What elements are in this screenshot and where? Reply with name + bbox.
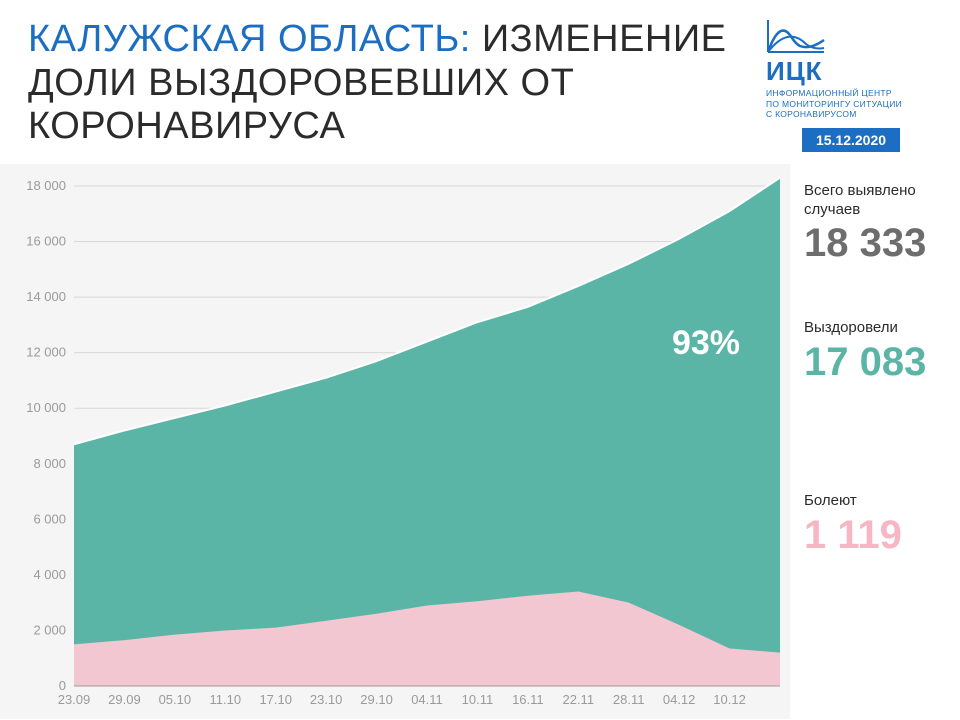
svg-text:11.10: 11.10 xyxy=(209,692,241,707)
stat-value: 18 333 xyxy=(804,223,960,263)
header: КАЛУЖСКАЯ ОБЛАСТЬ: ИЗМЕНЕНИЕ ДОЛИ ВЫЗДОР… xyxy=(0,0,960,164)
svg-text:10.11: 10.11 xyxy=(462,692,494,707)
svg-text:04.12: 04.12 xyxy=(663,692,696,707)
title-highlight: КАЛУЖСКАЯ ОБЛАСТЬ: xyxy=(28,18,471,60)
svg-text:28.11: 28.11 xyxy=(613,692,645,707)
stat-label: Выздоровели xyxy=(804,319,960,338)
stat-block: Болеют 1 119 xyxy=(804,492,960,555)
svg-text:10 000: 10 000 xyxy=(26,400,66,415)
stat-block: Всего выявлено случаев18 333 xyxy=(804,182,960,264)
svg-text:23.10: 23.10 xyxy=(310,692,343,707)
stat-block: Выздоровели 17 083 xyxy=(804,319,960,382)
svg-text:16.11: 16.11 xyxy=(512,692,544,707)
stat-label: Болеют xyxy=(804,492,960,511)
chart-svg: 0 2 000 4 000 6 000 8 000 10 000 12 000 14 000 1… xyxy=(0,164,790,719)
svg-text:0: 0 xyxy=(59,678,66,693)
svg-text:23.09: 23.09 xyxy=(58,692,91,707)
stats-column: Всего выявлено случаев18 333 Выздоровели 1… xyxy=(790,164,960,719)
logo-sub-line: С КОРОНАВИРУСОМ xyxy=(766,109,902,120)
percent-label: 93% xyxy=(672,324,740,363)
svg-text:6 000: 6 000 xyxy=(33,511,66,526)
svg-text:10.12: 10.12 xyxy=(713,692,746,707)
svg-text:8 000: 8 000 xyxy=(33,456,66,471)
svg-text:05.10: 05.10 xyxy=(159,692,192,707)
svg-text:29.10: 29.10 xyxy=(360,692,393,707)
svg-text:29.09: 29.09 xyxy=(108,692,141,707)
logo-block: ИЦК ИНФОРМАЦИОННЫЙ ЦЕНТР ПО МОНИТОРИНГУ … xyxy=(766,18,936,152)
svg-text:17.10: 17.10 xyxy=(259,692,292,707)
stat-label: Всего выявлено случаев xyxy=(804,182,960,220)
svg-text:14 000: 14 000 xyxy=(26,289,66,304)
logo-sub-line: ПО МОНИТОРИНГУ СИТУАЦИИ xyxy=(766,99,902,110)
logo-abbrev: ИЦК xyxy=(766,58,823,84)
chart-logo-icon xyxy=(766,18,826,54)
body: 0 2 000 4 000 6 000 8 000 10 000 12 000 14 000 1… xyxy=(0,164,960,719)
svg-text:18 000: 18 000 xyxy=(26,178,66,193)
logo-subtitle: ИНФОРМАЦИОННЫЙ ЦЕНТР ПО МОНИТОРИНГУ СИТУ… xyxy=(766,88,902,120)
logo-sub-line: ИНФОРМАЦИОННЫЙ ЦЕНТР xyxy=(766,88,902,99)
svg-text:12 000: 12 000 xyxy=(26,345,66,360)
page-title: КАЛУЖСКАЯ ОБЛАСТЬ: ИЗМЕНЕНИЕ ДОЛИ ВЫЗДОР… xyxy=(28,18,766,149)
title-block: КАЛУЖСКАЯ ОБЛАСТЬ: ИЗМЕНЕНИЕ ДОЛИ ВЫЗДОР… xyxy=(28,18,766,149)
area-chart: 0 2 000 4 000 6 000 8 000 10 000 12 000 14 000 1… xyxy=(0,164,790,719)
date-badge: 15.12.2020 xyxy=(802,128,900,152)
svg-text:22.11: 22.11 xyxy=(562,692,594,707)
svg-text:2 000: 2 000 xyxy=(33,622,66,637)
svg-text:04.11: 04.11 xyxy=(411,692,443,707)
page: КАЛУЖСКАЯ ОБЛАСТЬ: ИЗМЕНЕНИЕ ДОЛИ ВЫЗДОР… xyxy=(0,0,960,720)
stat-value: 1 119 xyxy=(804,515,960,555)
svg-text:4 000: 4 000 xyxy=(33,567,66,582)
stat-value: 17 083 xyxy=(804,342,960,382)
svg-text:16 000: 16 000 xyxy=(26,233,66,248)
